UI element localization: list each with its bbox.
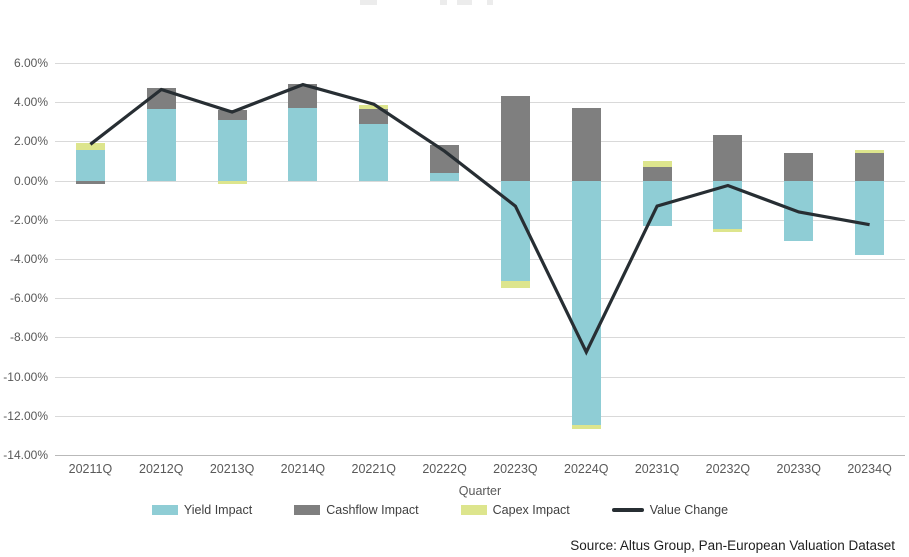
yield-impact-bar-segment	[75, 150, 105, 181]
yield-impact-bar-segment	[855, 180, 885, 256]
legend-swatch-yield-impact	[151, 505, 178, 515]
x-axis-tick-label: 20233Q	[776, 462, 821, 476]
x-axis-tick-label: 20222Q	[422, 462, 467, 476]
x-axis-tick-label: 20212Q	[139, 462, 184, 476]
gridline	[55, 220, 905, 221]
capex-impact-bar-segment	[75, 143, 105, 151]
y-axis-tick-label: -14.00%	[3, 448, 48, 462]
x-axis-title: Quarter	[458, 484, 502, 498]
cashflow-impact-bar-segment	[217, 110, 247, 120]
gridline	[55, 63, 905, 64]
legend-label: Capex Impact	[492, 503, 570, 517]
y-axis-tick-label: -4.00%	[9, 252, 48, 266]
source-note: Source: Altus Group, Pan-European Valuat…	[570, 538, 895, 553]
y-axis-tick-label: -6.00%	[9, 291, 48, 305]
capex-impact-bar-segment	[571, 424, 601, 429]
y-axis-tick-label: -12.00%	[3, 409, 48, 423]
yield-impact-bar-segment	[713, 180, 743, 229]
x-axis-tick-label: 20234Q	[847, 462, 892, 476]
legend-label: Cashflow Impact	[326, 503, 419, 517]
y-axis-tick-label: -10.00%	[3, 370, 48, 384]
y-axis-tick-label: -8.00%	[9, 330, 48, 344]
y-axis-tick-label: 4.00%	[13, 95, 48, 109]
cashflow-impact-bar-segment	[784, 153, 814, 181]
legend-swatch-cashflow-impact	[294, 505, 321, 515]
cashflow-impact-bar-segment	[571, 108, 601, 181]
yield-impact-bar-segment	[642, 180, 672, 226]
y-axis-tick-label: 2.00%	[13, 134, 48, 148]
capex-impact-bar-segment	[500, 280, 530, 289]
gridline	[55, 298, 905, 299]
yield-impact-bar-segment	[359, 123, 389, 181]
x-axis-tick-label: 20214Q	[280, 462, 326, 476]
y-axis-tick-label: 6.00%	[13, 56, 48, 70]
yield-impact-bar-segment	[430, 172, 460, 181]
legend-swatch-capex-impact	[460, 505, 487, 515]
x-axis-tick-label: 20223Q	[493, 462, 538, 476]
legend-item-value-change: Value Change	[611, 503, 729, 517]
cashflow-impact-bar-segment	[75, 180, 105, 184]
legend-swatch-value-change	[611, 508, 644, 512]
cropped-title-fragment	[440, 0, 447, 5]
cashflow-impact-bar-segment	[146, 88, 176, 110]
capex-impact-bar-segment	[713, 228, 743, 232]
gridline	[55, 102, 905, 103]
yield-impact-bar-segment	[288, 108, 318, 181]
cashflow-impact-bar-segment	[500, 96, 530, 181]
capex-impact-bar-segment	[359, 105, 389, 110]
legend-item-cashflow-impact: Cashflow Impact	[294, 503, 419, 517]
gridline	[55, 377, 905, 378]
cashflow-impact-bar-segment	[855, 153, 885, 181]
gridline	[55, 259, 905, 260]
x-axis-tick-label: 20211Q	[68, 462, 113, 476]
x-axis-tick-label: 20221Q	[351, 462, 396, 476]
capex-impact-bar-segment	[642, 161, 672, 167]
capex-impact-bar-segment	[217, 180, 247, 184]
y-axis-tick-label: -2.00%	[9, 213, 48, 227]
cropped-title-fragment	[457, 0, 472, 5]
gridline	[55, 141, 905, 142]
cashflow-impact-bar-segment	[430, 145, 460, 173]
yield-impact-bar-segment	[571, 180, 601, 425]
yield-impact-bar-segment	[784, 180, 814, 242]
legend-label: Value Change	[649, 503, 729, 517]
cashflow-impact-bar-segment	[288, 83, 318, 109]
x-axis-tick-label: 20224Q	[564, 462, 609, 476]
gridline	[55, 337, 905, 338]
cropped-title-fragment	[360, 0, 377, 5]
gridline	[55, 181, 905, 182]
legend-label: Yield Impact	[183, 503, 253, 517]
yield-impact-bar-segment	[217, 119, 247, 181]
capex-impact-bar-segment	[855, 150, 885, 154]
legend-item-capex-impact: Capex Impact	[460, 503, 570, 517]
x-axis-line	[55, 455, 905, 456]
cropped-title-fragment	[487, 0, 493, 5]
gridline	[55, 416, 905, 417]
legend-item-yield-impact: Yield Impact	[151, 503, 253, 517]
chart-legend: Yield Impact Cashflow Impact Capex Impact V…	[30, 503, 850, 517]
x-axis-tick-label: 20231Q	[634, 462, 680, 476]
yield-impact-bar-segment	[500, 180, 530, 281]
cashflow-impact-bar-segment	[642, 166, 672, 181]
cashflow-impact-bar-segment	[713, 134, 743, 181]
cashflow-impact-bar-segment	[359, 109, 389, 124]
x-axis-tick-label: 20213Q	[209, 462, 255, 476]
x-axis-tick-label: 20232Q	[705, 462, 751, 476]
y-axis-tick-label: 0.00%	[13, 174, 48, 188]
yield-impact-bar-segment	[146, 109, 176, 181]
